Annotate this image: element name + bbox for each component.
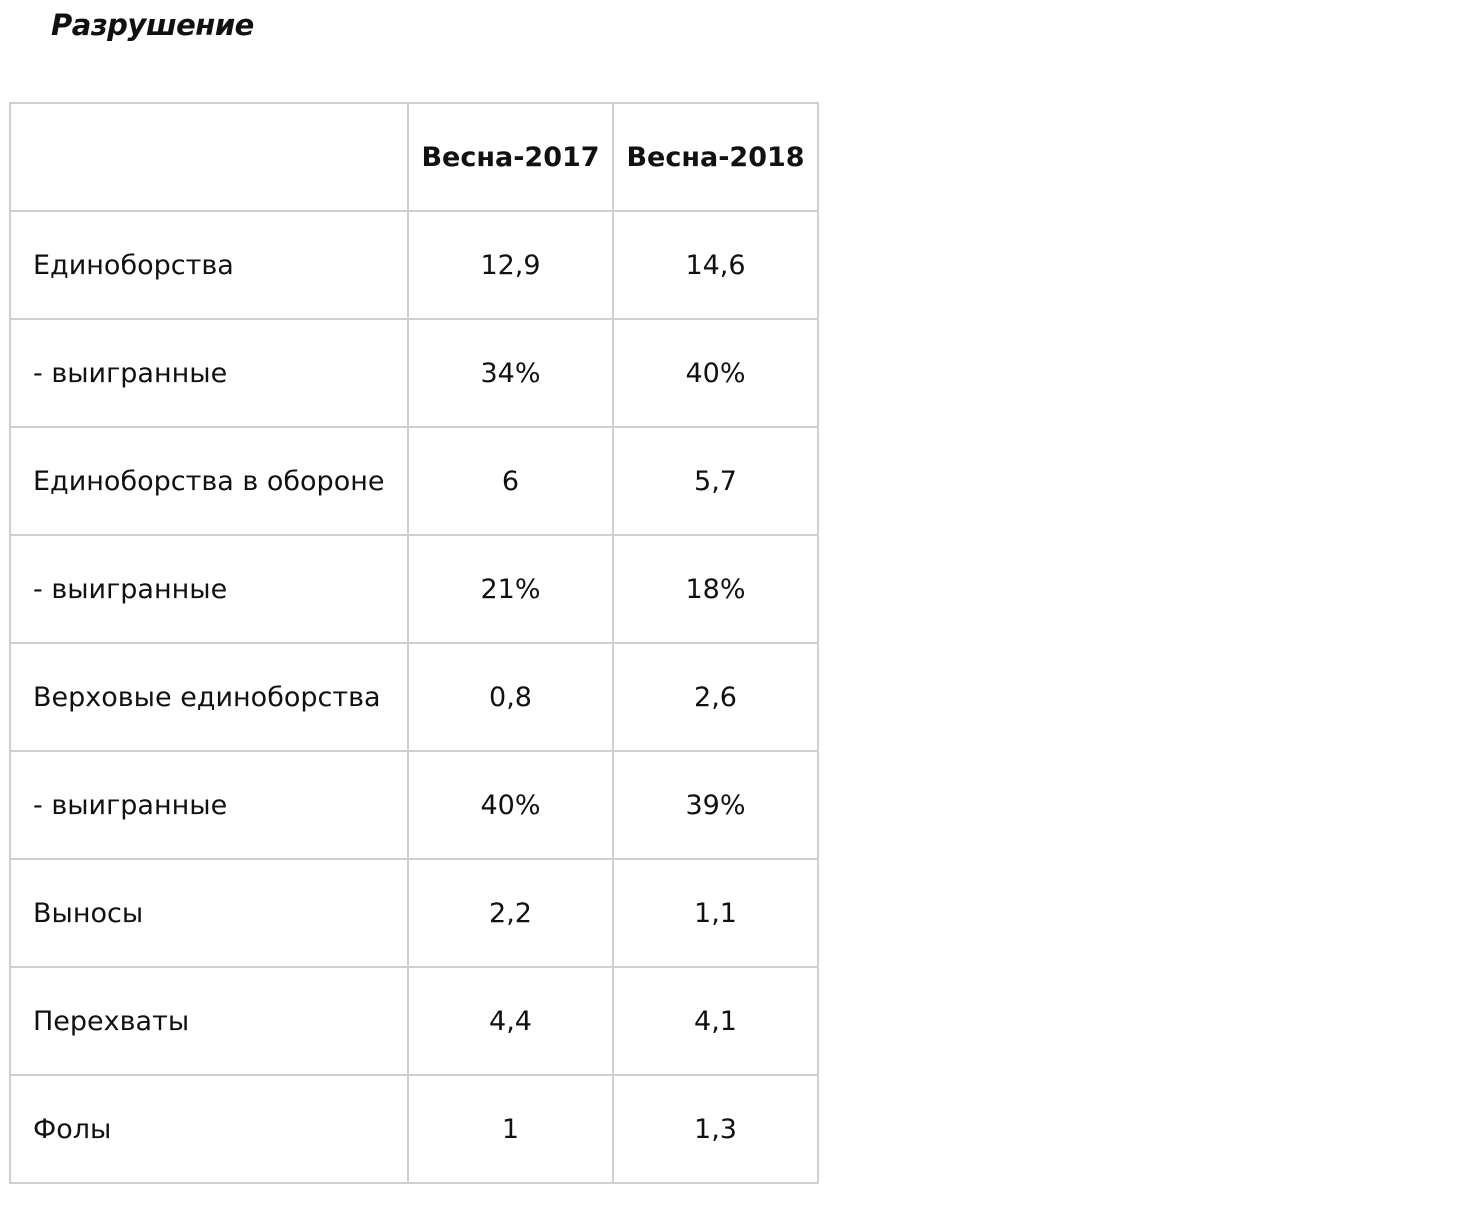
- value-spring-2017: 6: [407, 426, 614, 536]
- table-row: Выносы 2,2 1,1: [9, 858, 819, 968]
- value-spring-2018: 18%: [612, 534, 819, 644]
- row-label: Перехваты: [9, 966, 409, 1076]
- value-spring-2018: 14,6: [612, 210, 819, 320]
- table-header-row: Весна-2017 Весна-2018: [9, 102, 819, 212]
- row-label: - выигранные: [9, 534, 409, 644]
- column-header-spring-2017: Весна-2017: [407, 102, 614, 212]
- value-spring-2018: 2,6: [612, 642, 819, 752]
- column-header-spring-2018: Весна-2018: [612, 102, 819, 212]
- value-spring-2017: 21%: [407, 534, 614, 644]
- table-row: - выигранные 40% 39%: [9, 750, 819, 860]
- row-label: - выигранные: [9, 750, 409, 860]
- row-label: Единоборства: [9, 210, 409, 320]
- value-spring-2017: 4,4: [407, 966, 614, 1076]
- value-spring-2018: 5,7: [612, 426, 819, 536]
- column-header-empty: [9, 102, 409, 212]
- value-spring-2018: 1,3: [612, 1074, 819, 1184]
- table-row: Верховые единоборства 0,8 2,6: [9, 642, 819, 752]
- value-spring-2017: 0,8: [407, 642, 614, 752]
- value-spring-2017: 12,9: [407, 210, 614, 320]
- table-row: Единоборства в обороне 6 5,7: [9, 426, 819, 536]
- table-row: Фолы 1 1,3: [9, 1074, 819, 1184]
- value-spring-2018: 1,1: [612, 858, 819, 968]
- stats-table: Весна-2017 Весна-2018 Единоборства 12,9 …: [9, 102, 819, 1184]
- value-spring-2018: 4,1: [612, 966, 819, 1076]
- section-title: Разрушение: [51, 8, 254, 42]
- row-label: Фолы: [9, 1074, 409, 1184]
- row-label: - выигранные: [9, 318, 409, 428]
- value-spring-2017: 34%: [407, 318, 614, 428]
- row-label: Выносы: [9, 858, 409, 968]
- table-row: - выигранные 21% 18%: [9, 534, 819, 644]
- table-row: Перехваты 4,4 4,1: [9, 966, 819, 1076]
- table-row: - выигранные 34% 40%: [9, 318, 819, 428]
- value-spring-2018: 40%: [612, 318, 819, 428]
- value-spring-2017: 2,2: [407, 858, 614, 968]
- value-spring-2018: 39%: [612, 750, 819, 860]
- table-row: Единоборства 12,9 14,6: [9, 210, 819, 320]
- row-label: Верховые единоборства: [9, 642, 409, 752]
- value-spring-2017: 40%: [407, 750, 614, 860]
- row-label: Единоборства в обороне: [9, 426, 409, 536]
- value-spring-2017: 1: [407, 1074, 614, 1184]
